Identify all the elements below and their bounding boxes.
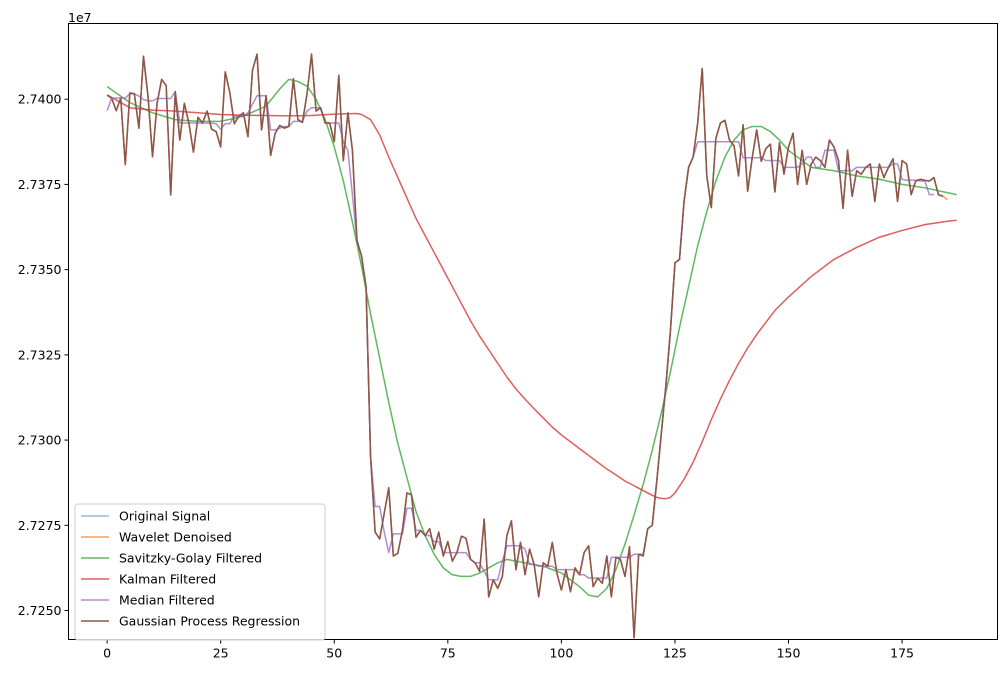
x-tick-label: 0 xyxy=(103,646,111,661)
y-tick-label: 2.7275 xyxy=(18,518,62,533)
legend-label-savitzky-golay-filtered: Savitzky-Golay Filtered xyxy=(119,551,262,566)
axes-frame xyxy=(68,23,998,640)
series-line-kalman-filtered xyxy=(106,94,957,500)
series-layer xyxy=(106,53,957,639)
y-tick-label: 2.7325 xyxy=(18,347,62,362)
y-offset-text: 1e7 xyxy=(68,10,92,25)
y-tick-label: 2.7400 xyxy=(18,92,62,107)
y-tick-label: 2.7375 xyxy=(18,177,62,192)
legend-label-kalman-filtered: Kalman Filtered xyxy=(119,572,216,587)
x-tick-label: 125 xyxy=(663,646,687,661)
x-tick-label: 100 xyxy=(549,646,573,661)
x-tick-label: 50 xyxy=(326,646,342,661)
y-tick-label: 2.7250 xyxy=(18,603,62,618)
y-tick-label: 2.7350 xyxy=(18,262,62,277)
legend-box xyxy=(74,503,326,641)
x-tick-label: 25 xyxy=(213,646,229,661)
legend-label-median-filtered: Median Filtered xyxy=(119,593,215,608)
y-axis: 2.7250 2.7275 2.7300 2.7325 2.7350 2.7375 2.74… xyxy=(18,92,69,618)
legend-label-wavelet-denoised: Wavelet Denoised xyxy=(119,530,232,545)
legend: Original Signal Wavelet Denoised Savitzky-… xyxy=(74,503,326,641)
series-line-gaussian-process-regression xyxy=(106,53,944,639)
x-axis: 0 25 50 75 100 125 150 175 xyxy=(103,639,914,661)
legend-label-gaussian-process-regression: Gaussian Process Regression xyxy=(119,614,300,629)
x-tick-label: 75 xyxy=(440,646,456,661)
legend-label-original-signal: Original Signal xyxy=(119,509,210,524)
x-tick-label: 150 xyxy=(777,646,801,661)
x-tick-label: 175 xyxy=(890,646,914,661)
y-tick-label: 2.7300 xyxy=(18,433,62,448)
